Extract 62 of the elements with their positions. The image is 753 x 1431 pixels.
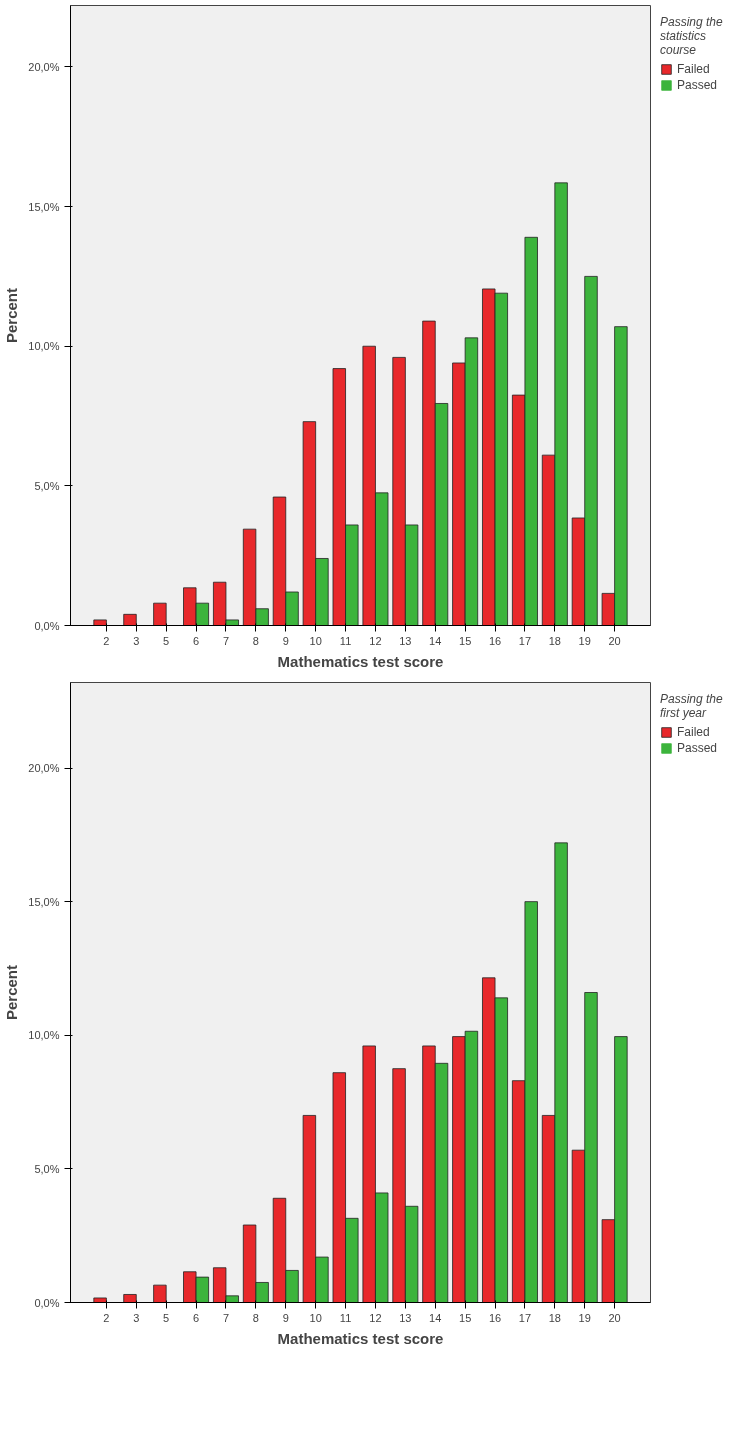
- x-tick-label: 2: [103, 634, 110, 647]
- y-tick-label: 10,0%: [28, 340, 60, 353]
- y-tick-label: 10,0%: [28, 1029, 60, 1042]
- legend-title: Passing the statistics course: [660, 15, 723, 57]
- y-axis-title: Percent: [3, 287, 21, 344]
- y-tick-label: 15,0%: [28, 895, 60, 908]
- bar: [123, 613, 137, 626]
- x-tick-label: 6: [193, 1311, 200, 1324]
- x-tick-label: 20: [608, 634, 621, 647]
- x-tick-label: 14: [429, 634, 442, 647]
- bar: [123, 1294, 137, 1303]
- x-tick-label: 3: [133, 634, 140, 647]
- y-tick-label: 15,0%: [28, 200, 60, 213]
- legend-label: Failed: [677, 725, 710, 739]
- x-tick-label: 20: [608, 1311, 621, 1324]
- x-axis-title: Mathematics test score: [277, 1329, 444, 1347]
- bar: [153, 1284, 167, 1303]
- x-tick-label: 5: [163, 634, 170, 647]
- x-tick-label: 7: [222, 634, 230, 647]
- legend-label: Passed: [677, 741, 718, 755]
- legend-label: Passed: [677, 78, 718, 92]
- x-tick-label: 18: [548, 1311, 561, 1324]
- x-tick-label: 8: [252, 634, 259, 647]
- bar: [93, 1297, 107, 1303]
- y-tick-label: 20,0%: [28, 60, 60, 73]
- x-tick-label: 10: [309, 1311, 322, 1324]
- x-tick-label: 2: [103, 1311, 110, 1324]
- x-tick-label: 9: [282, 1311, 289, 1324]
- y-tick-label: 20,0%: [28, 762, 60, 775]
- x-tick-label: 15: [459, 1311, 472, 1324]
- x-tick-label: 12: [369, 634, 382, 647]
- y-axis-title: Percent: [3, 964, 21, 1021]
- bar: [153, 602, 167, 626]
- x-tick-label: 6: [193, 634, 200, 647]
- x-tick-label: 18: [548, 634, 561, 647]
- x-tick-label: 16: [488, 634, 502, 647]
- x-tick-label: 7: [222, 1311, 230, 1324]
- x-tick-label: 9: [282, 634, 289, 647]
- x-tick-label: 13: [399, 1311, 412, 1324]
- y-tick-label: 0,0%: [34, 1296, 60, 1309]
- legend-label: Failed: [677, 62, 710, 76]
- x-tick-label: 15: [459, 634, 472, 647]
- x-tick-label: 17: [518, 634, 532, 647]
- x-tick-label: 8: [252, 1311, 259, 1324]
- legend-title: Passing the first year: [660, 692, 723, 720]
- bar: [93, 619, 107, 626]
- x-tick-label: 12: [369, 1311, 382, 1324]
- x-tick-label: 19: [578, 1311, 591, 1324]
- y-tick-label: 0,0%: [34, 619, 60, 632]
- x-axis-title: Mathematics test score: [277, 652, 444, 670]
- x-tick-label: 10: [309, 634, 322, 647]
- x-tick-label: 14: [429, 1311, 442, 1324]
- x-tick-label: 19: [578, 634, 591, 647]
- x-tick-label: 11: [339, 1311, 352, 1324]
- x-tick-label: 13: [399, 634, 412, 647]
- y-tick-label: 5,0%: [34, 1162, 60, 1175]
- x-tick-label: 11: [339, 634, 352, 647]
- x-tick-label: 16: [488, 1311, 502, 1324]
- x-tick-label: 17: [518, 1311, 532, 1324]
- x-tick-label: 5: [163, 1311, 170, 1324]
- y-tick-label: 5,0%: [34, 479, 60, 492]
- x-tick-label: 3: [133, 1311, 140, 1324]
